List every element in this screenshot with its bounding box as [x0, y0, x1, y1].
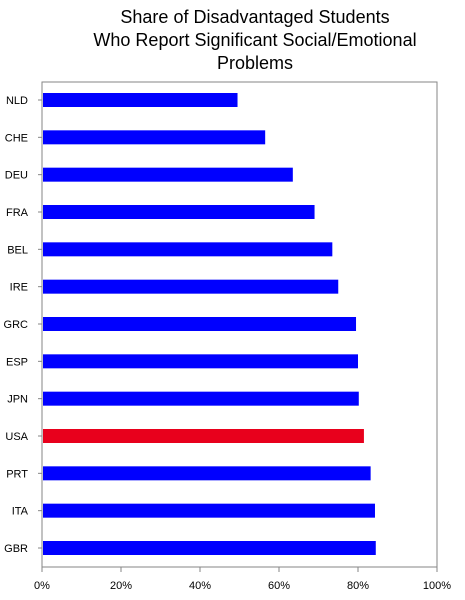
y-tick-label-fra: FRA: [6, 207, 29, 219]
bar-prt: [43, 466, 371, 481]
bar-grc: [43, 317, 357, 331]
y-tick-label-prt: PRT: [6, 468, 28, 480]
x-tick-label-1: 20%: [110, 580, 132, 592]
x-tick-label-3: 60%: [268, 580, 290, 592]
bar-ita: [43, 503, 375, 518]
chart-title-line-2: Who Report Significant Social/Emotional: [93, 30, 417, 50]
x-tick-label-5: 100%: [423, 580, 451, 592]
y-tick-label-usa: USA: [5, 431, 28, 443]
chart-title-line-1: Share of Disadvantaged Students: [120, 7, 390, 27]
bar-deu: [43, 167, 293, 182]
y-tick-label-gbr: GBR: [4, 543, 28, 555]
x-tick-label-2: 40%: [189, 580, 211, 592]
y-tick-label-bel: BEL: [7, 244, 28, 256]
chart-title-line-3: Problems: [216, 53, 294, 73]
y-tick-label-nld: NLD: [6, 95, 28, 107]
x-tick-label-4: 80%: [347, 580, 369, 592]
bar-bel: [43, 242, 333, 257]
bar-fra: [43, 205, 315, 219]
y-tick-label-jpn: JPN: [7, 394, 28, 406]
y-tick-label-ire: IRE: [10, 282, 28, 294]
chart-title: Share of Disadvantaged Students Who Repo…: [40, 6, 465, 75]
y-tick-label-ita: ITA: [12, 506, 29, 518]
bar-usa: [43, 429, 364, 443]
bar-nld: [43, 93, 238, 107]
y-tick-label-grc: GRC: [4, 319, 29, 331]
bar-gbr: [43, 541, 376, 555]
bar-jpn: [43, 391, 359, 406]
x-tick-label-0: 0%: [34, 580, 50, 592]
bar-ire: [43, 279, 339, 294]
y-tick-label-deu: DEU: [5, 170, 28, 182]
y-tick-label-che: CHE: [5, 132, 28, 144]
bar-che: [43, 130, 266, 145]
y-tick-label-esp: ESP: [6, 356, 28, 368]
bar-esp: [43, 354, 358, 369]
